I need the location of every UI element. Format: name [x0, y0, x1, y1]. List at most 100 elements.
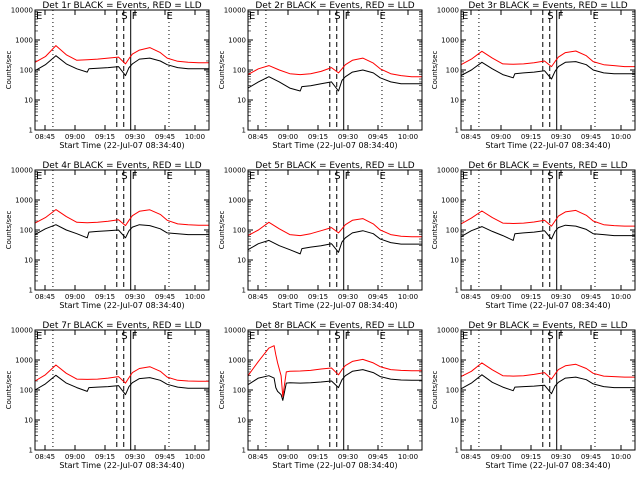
- x-tick-label: 09:30: [125, 293, 145, 301]
- series-line-lld: [34, 45, 209, 65]
- y-tick-label: 10: [237, 257, 246, 265]
- y-axis-label: Counts/sec: [218, 211, 226, 250]
- x-tick-label: 09:15: [521, 293, 541, 301]
- x-tick-label: 09:15: [95, 293, 115, 301]
- plot-frame: [247, 9, 423, 131]
- x-tick-label: 09:15: [521, 453, 541, 461]
- y-tick-label: 10: [450, 417, 459, 425]
- plot-frame: [34, 169, 210, 291]
- event-marker: E: [380, 11, 386, 22]
- x-tick-label: 09:15: [308, 453, 328, 461]
- event-marker: F: [345, 171, 351, 182]
- y-tick-label: 10000: [437, 7, 459, 15]
- plot-frame: [460, 329, 636, 451]
- y-tick-label: 10000: [437, 167, 459, 175]
- x-tick-label: 08:45: [248, 453, 268, 461]
- event-marker: S: [334, 171, 340, 182]
- series-line-lld: [460, 362, 635, 380]
- series-line-lld: [460, 50, 635, 68]
- y-axis-label: Counts/sec: [431, 51, 439, 90]
- panel-title: Det 3r BLACK = Events, RED = LLD: [468, 1, 627, 11]
- panel-title: Det 2r BLACK = Events, RED = LLD: [255, 1, 414, 11]
- x-tick-label: 09:45: [368, 133, 388, 141]
- event-marker: E: [380, 171, 386, 182]
- y-tick-label: 10: [237, 417, 246, 425]
- event-marker: E: [462, 171, 468, 182]
- y-tick-label: 1000: [441, 197, 459, 205]
- y-tick-label: 100: [20, 227, 33, 235]
- x-tick-label: 08:45: [461, 453, 481, 461]
- y-tick-label: 100: [233, 227, 246, 235]
- series-line-events: [460, 61, 635, 80]
- x-tick-label: 10:00: [185, 453, 205, 461]
- event-marker: S: [334, 331, 340, 342]
- event-marker: F: [132, 11, 138, 22]
- x-tick-label: 09:45: [155, 293, 175, 301]
- x-tick-label: 09:15: [95, 133, 115, 141]
- x-tick-label: 09:00: [278, 453, 298, 461]
- event-marker: E: [380, 331, 386, 342]
- series-line-lld: [247, 218, 422, 238]
- x-tick-label: 10:00: [185, 133, 205, 141]
- x-tick-label: 08:45: [35, 133, 55, 141]
- event-marker: E: [36, 11, 42, 22]
- event-marker: F: [345, 331, 351, 342]
- y-tick-label: 100: [446, 227, 459, 235]
- plot-frame: [460, 9, 636, 131]
- x-tick-label: 09:30: [125, 133, 145, 141]
- event-marker: E: [249, 331, 255, 342]
- event-marker: F: [132, 331, 138, 342]
- panel-title: Det 8r BLACK = Events, RED = LLD: [255, 321, 414, 331]
- x-tick-label: 09:45: [581, 453, 601, 461]
- y-tick-label: 10000: [11, 7, 33, 15]
- y-tick-label: 1: [29, 447, 33, 455]
- series-line-lld: [247, 57, 422, 78]
- x-tick-label: 10:00: [398, 133, 418, 141]
- y-tick-label: 10000: [224, 7, 246, 15]
- x-axis-label: Start Time (22-Jul-07 08:34:40): [59, 461, 184, 470]
- y-tick-label: 10000: [224, 327, 246, 335]
- event-marker: E: [249, 171, 255, 182]
- y-tick-label: 100: [233, 387, 246, 395]
- x-tick-label: 08:45: [461, 133, 481, 141]
- y-tick-label: 1000: [228, 197, 246, 205]
- x-tick-label: 10:00: [398, 453, 418, 461]
- event-marker: F: [558, 171, 564, 182]
- event-marker: S: [121, 331, 127, 342]
- y-tick-label: 10: [24, 417, 33, 425]
- event-marker: S: [334, 11, 340, 22]
- y-tick-label: 10: [237, 97, 246, 105]
- y-tick-label: 10: [450, 97, 459, 105]
- x-axis-label: Start Time (22-Jul-07 08:34:40): [272, 461, 397, 470]
- series-line-events: [34, 374, 209, 396]
- panel-title: Det 9r BLACK = Events, RED = LLD: [468, 321, 627, 331]
- event-marker: E: [593, 331, 599, 342]
- event-marker: E: [462, 11, 468, 22]
- x-tick-label: 09:45: [581, 293, 601, 301]
- series-line-lld: [247, 345, 422, 398]
- x-tick-label: 09:00: [278, 133, 298, 141]
- x-axis-label: Start Time (22-Jul-07 08:34:40): [485, 461, 610, 470]
- event-marker: S: [547, 171, 553, 182]
- event-marker: F: [345, 11, 351, 22]
- y-axis-label: Counts/sec: [431, 211, 439, 250]
- event-marker: F: [132, 171, 138, 182]
- y-tick-label: 1000: [228, 357, 246, 365]
- y-tick-label: 1000: [228, 37, 246, 45]
- event-marker: E: [167, 11, 173, 22]
- x-tick-label: 09:00: [491, 453, 511, 461]
- y-tick-label: 100: [233, 67, 246, 75]
- x-tick-label: 09:15: [95, 453, 115, 461]
- plot-frame: [247, 329, 423, 451]
- panel-title: Det 1r BLACK = Events, RED = LLD: [42, 1, 201, 11]
- panel-title: Det 6r BLACK = Events, RED = LLD: [468, 161, 627, 171]
- x-tick-label: 09:00: [65, 133, 85, 141]
- y-tick-label: 100: [446, 67, 459, 75]
- series-line-events: [247, 69, 422, 92]
- y-tick-label: 10000: [437, 327, 459, 335]
- x-tick-label: 08:45: [461, 293, 481, 301]
